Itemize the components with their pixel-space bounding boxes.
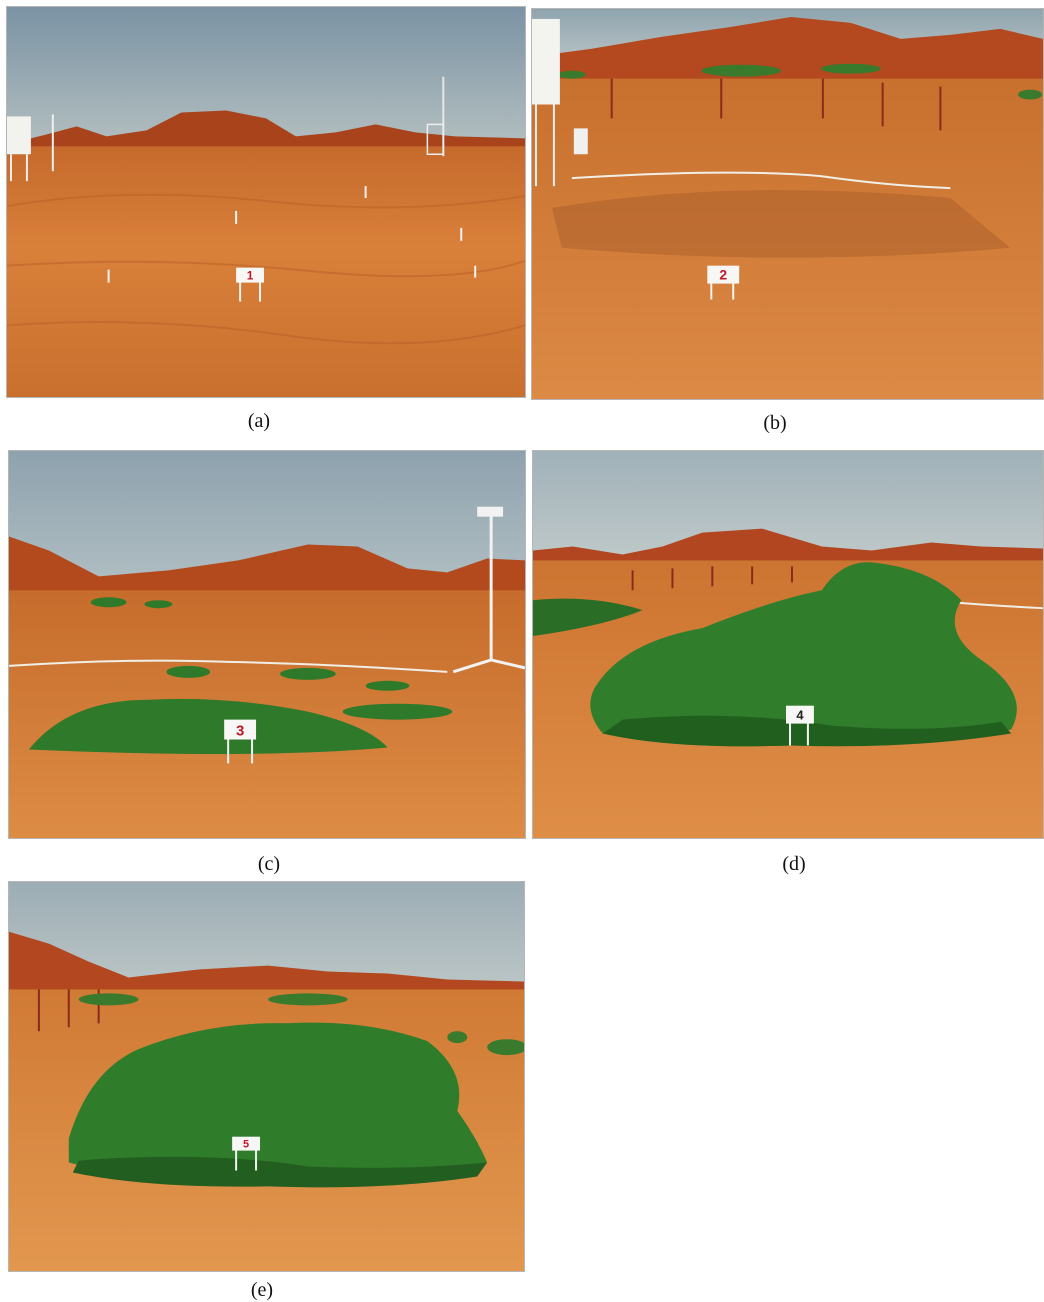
- grass-patches: [68, 1022, 488, 1188]
- shrubs: [78, 993, 524, 1056]
- hills: [7, 110, 525, 157]
- plot-sign-a: 1: [236, 267, 265, 302]
- weather-hut: [532, 18, 588, 187]
- boundary-pegs: [107, 186, 477, 283]
- plot-number-e: 5: [243, 1139, 249, 1151]
- photo-panel-e: 5: [8, 881, 525, 1272]
- soil-texture: [7, 193, 525, 345]
- soil-ground: [7, 146, 525, 397]
- plot-number-b: 2: [719, 267, 727, 283]
- caption-c: (c): [257, 853, 281, 875]
- shrubs: [557, 63, 1043, 100]
- plot-number-c: 3: [236, 723, 244, 740]
- caption-e: (e): [250, 1279, 274, 1301]
- weather-hut: [7, 116, 31, 182]
- plot-photo-c: 3: [9, 451, 525, 838]
- hills: [532, 16, 1043, 89]
- caption-b: (b): [763, 412, 787, 434]
- boundary-rope: [951, 601, 1043, 610]
- mast: [51, 76, 445, 172]
- photo-panel-d: 4: [532, 450, 1044, 839]
- plot-photo-e: 5: [9, 882, 524, 1271]
- fence-posts: [610, 78, 942, 131]
- boundary-rope: [9, 659, 448, 673]
- fence-posts: [631, 566, 793, 591]
- photo-panel-b: 2: [531, 8, 1044, 400]
- weather-mast: [452, 506, 525, 674]
- soil-ground: [532, 78, 1043, 399]
- plot-number-d: 4: [796, 708, 804, 723]
- plot-sign-d: 4: [786, 705, 814, 746]
- boundary-rope: [571, 171, 951, 190]
- photo-panel-c: 3: [8, 450, 526, 839]
- caption-d: (d): [782, 853, 806, 875]
- photo-panel-a: 1: [6, 6, 526, 398]
- litter-patch: [551, 190, 1011, 258]
- plot-sign-c: 3: [224, 719, 257, 764]
- plot-photo-d: 4: [533, 451, 1043, 838]
- plot-sign-b: 2: [707, 265, 740, 300]
- plot-photo-a: 1: [7, 7, 525, 397]
- plot-number-a: 1: [247, 269, 254, 283]
- plot-sign-e: 5: [232, 1136, 261, 1171]
- plot-photo-b: 2: [532, 9, 1043, 399]
- grass-patches: [28, 597, 453, 754]
- caption-a: (a): [247, 410, 271, 432]
